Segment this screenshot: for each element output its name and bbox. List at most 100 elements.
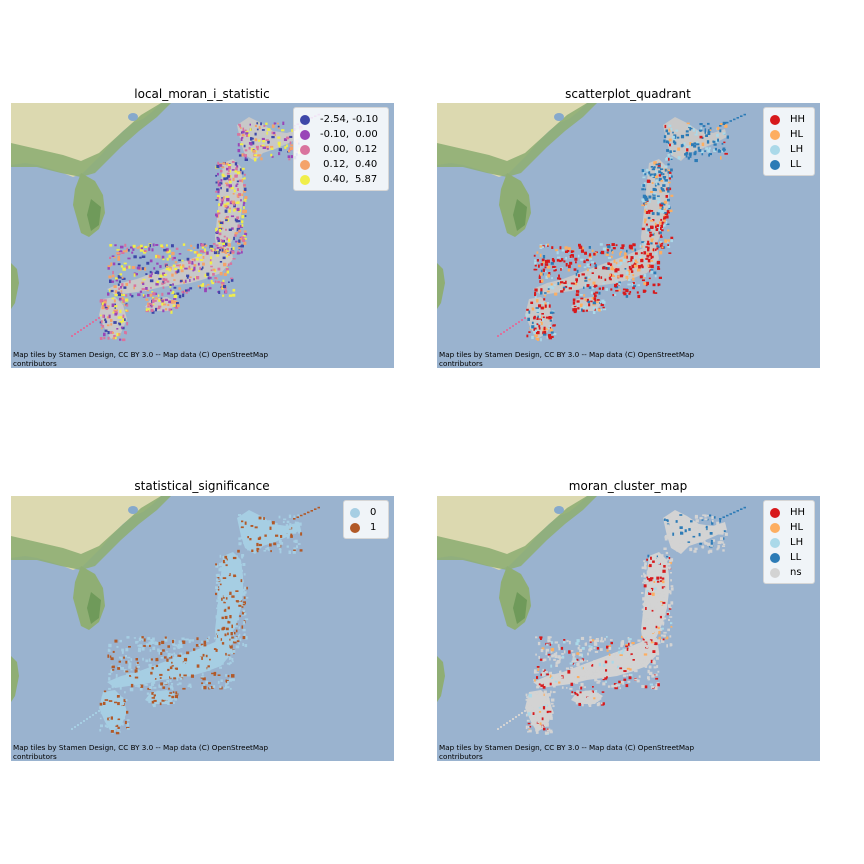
area-unit bbox=[230, 277, 233, 280]
area-unit bbox=[222, 285, 227, 288]
area-unit bbox=[252, 149, 256, 153]
area-unit bbox=[665, 559, 668, 562]
area-unit bbox=[646, 243, 650, 246]
island bbox=[740, 115, 743, 117]
area-unit bbox=[219, 246, 222, 249]
area-unit bbox=[536, 676, 539, 679]
area-unit bbox=[649, 564, 652, 568]
area-unit bbox=[601, 302, 603, 306]
area-unit bbox=[230, 215, 235, 218]
area-unit bbox=[110, 289, 114, 293]
area-unit bbox=[559, 259, 562, 263]
area-unit bbox=[114, 701, 118, 704]
area-unit bbox=[552, 691, 556, 694]
area-unit bbox=[570, 250, 573, 253]
area-unit bbox=[656, 557, 659, 560]
area-unit bbox=[614, 293, 617, 296]
area-unit bbox=[563, 282, 567, 284]
area-unit bbox=[234, 622, 237, 625]
area-unit bbox=[540, 681, 544, 685]
area-unit bbox=[539, 722, 542, 726]
area-unit bbox=[108, 700, 113, 702]
area-unit bbox=[557, 678, 560, 681]
area-unit bbox=[217, 634, 221, 638]
area-unit bbox=[617, 275, 620, 278]
area-unit bbox=[112, 331, 114, 334]
area-unit bbox=[242, 204, 245, 206]
map-panel-scatterplot-quadrant: HH HL LH LL Map tiles by Stamen Design, CC … bbox=[437, 103, 820, 368]
area-unit bbox=[615, 280, 618, 283]
area-unit bbox=[229, 591, 232, 595]
area-unit bbox=[247, 536, 249, 539]
area-unit bbox=[624, 268, 627, 270]
area-unit bbox=[647, 641, 650, 645]
area-unit bbox=[534, 323, 537, 327]
area-unit bbox=[611, 249, 613, 252]
area-unit bbox=[126, 247, 129, 251]
area-unit bbox=[228, 238, 231, 243]
island bbox=[736, 117, 739, 119]
area-unit bbox=[117, 316, 120, 319]
area-unit bbox=[670, 626, 673, 628]
area-unit bbox=[112, 650, 115, 653]
area-unit bbox=[576, 639, 580, 643]
area-unit bbox=[688, 152, 692, 156]
area-unit bbox=[660, 225, 663, 228]
area-unit bbox=[543, 330, 547, 334]
area-unit bbox=[223, 594, 227, 598]
area-unit bbox=[626, 674, 629, 677]
area-unit bbox=[647, 565, 651, 567]
area-unit bbox=[172, 304, 176, 307]
area-unit bbox=[669, 143, 672, 147]
area-unit bbox=[647, 228, 651, 232]
area-unit bbox=[207, 665, 210, 668]
area-unit bbox=[682, 540, 687, 544]
area-unit bbox=[187, 673, 191, 677]
area-unit bbox=[661, 612, 666, 616]
area-unit bbox=[559, 246, 562, 250]
area-unit bbox=[170, 308, 173, 312]
area-unit bbox=[644, 685, 648, 689]
area-unit bbox=[223, 602, 227, 606]
area-unit bbox=[128, 665, 132, 669]
area-unit bbox=[539, 636, 543, 639]
area-unit bbox=[622, 246, 624, 250]
area-unit bbox=[631, 264, 635, 269]
area-unit bbox=[716, 521, 719, 526]
area-unit bbox=[651, 629, 655, 634]
legend-marker bbox=[770, 114, 780, 125]
area-unit bbox=[572, 308, 576, 312]
area-unit bbox=[217, 161, 220, 165]
area-unit bbox=[596, 638, 599, 640]
area-unit bbox=[592, 281, 596, 285]
area-unit bbox=[201, 266, 204, 269]
area-unit bbox=[152, 677, 156, 680]
area-unit bbox=[707, 131, 711, 135]
area-unit bbox=[99, 717, 102, 720]
area-unit bbox=[644, 209, 647, 213]
area-unit bbox=[135, 675, 139, 678]
area-unit bbox=[215, 227, 218, 232]
area-unit bbox=[661, 246, 664, 249]
area-unit bbox=[641, 241, 645, 244]
west-coast bbox=[11, 263, 19, 309]
area-unit bbox=[664, 179, 668, 182]
area-unit bbox=[618, 281, 621, 285]
area-unit bbox=[665, 536, 668, 540]
legend-entry: HL bbox=[770, 127, 808, 142]
area-unit bbox=[655, 225, 657, 229]
area-unit bbox=[649, 173, 653, 177]
area-unit bbox=[217, 592, 220, 596]
area-unit bbox=[258, 524, 261, 528]
area-unit bbox=[655, 242, 658, 245]
area-unit bbox=[173, 677, 177, 680]
area-unit bbox=[159, 274, 163, 278]
area-unit bbox=[169, 289, 172, 292]
area-unit bbox=[650, 577, 654, 580]
area-unit bbox=[243, 541, 247, 545]
area-unit bbox=[293, 547, 297, 550]
area-unit bbox=[244, 196, 248, 200]
area-unit bbox=[178, 294, 182, 299]
area-unit bbox=[631, 270, 634, 273]
area-unit bbox=[723, 543, 726, 546]
